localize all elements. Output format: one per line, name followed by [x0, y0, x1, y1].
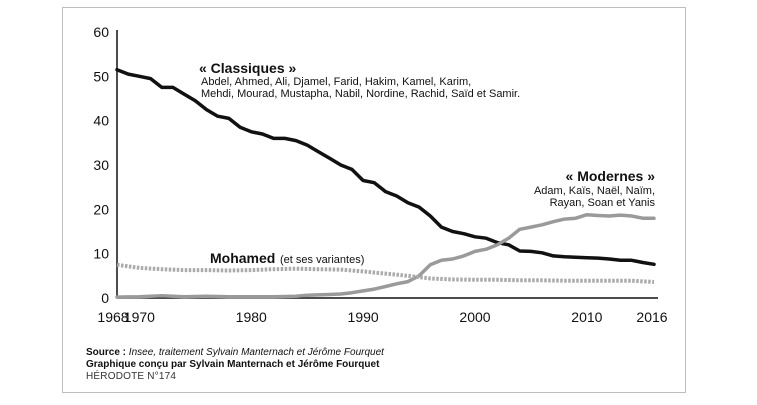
- x-tick-label: 1980: [236, 309, 267, 325]
- y-tick-label: 30: [93, 157, 109, 173]
- modernes-names-line1: Adam, Kaïs, Naël, Naïm,: [534, 185, 655, 197]
- series-line-classiques: [115, 67, 656, 267]
- footer: Source : Insee, traitement Sylvain Mante…: [86, 347, 384, 383]
- x-tick-label: 1968: [97, 309, 128, 325]
- chart-frame: [62, 7, 686, 393]
- series-line-modernes: [115, 212, 656, 299]
- publication-line: HÉRODOTE N°174: [86, 371, 177, 382]
- source-line: Source : Insee, traitement Sylvain Mante…: [86, 347, 384, 359]
- y-tick-label: 50: [93, 68, 109, 84]
- modernes-title: « Modernes »: [566, 168, 656, 184]
- modernes-names-line2: Rayan, Soan et Yanis: [550, 197, 656, 209]
- source-label: Source :: [86, 347, 127, 358]
- source-text: Insee, traitement Sylvain Manternach et …: [128, 347, 384, 358]
- x-tick-label: 2016: [636, 309, 667, 325]
- y-tick-label: 40: [93, 113, 109, 129]
- x-tick-label: 1990: [348, 309, 379, 325]
- x-tick-label: 2000: [459, 309, 490, 325]
- y-tick-label: 0: [101, 290, 109, 306]
- mohamed-note: (et ses variantes): [280, 254, 364, 266]
- x-tick-label: 1970: [124, 309, 155, 325]
- y-tick-label: 60: [93, 24, 109, 40]
- x-tick-label: 2010: [571, 309, 602, 325]
- series-line-mohamed: [116, 262, 655, 284]
- mohamed-title: Mohamed: [210, 250, 275, 266]
- y-tick-label: 10: [93, 246, 109, 262]
- classiques-names-line1: Abdel, Ahmed, Ali, Djamel, Farid, Hakim,…: [201, 76, 471, 88]
- classiques-names-line2: Mehdi, Mourad, Mustapha, Nabil, Nordine,…: [201, 88, 520, 100]
- axes: [116, 30, 658, 299]
- series-lines: [115, 67, 656, 299]
- y-tick-label: 20: [93, 201, 109, 217]
- credit-line: Graphique conçu par Sylvain Manternach e…: [86, 359, 380, 370]
- classiques-title: « Classiques »: [199, 60, 296, 76]
